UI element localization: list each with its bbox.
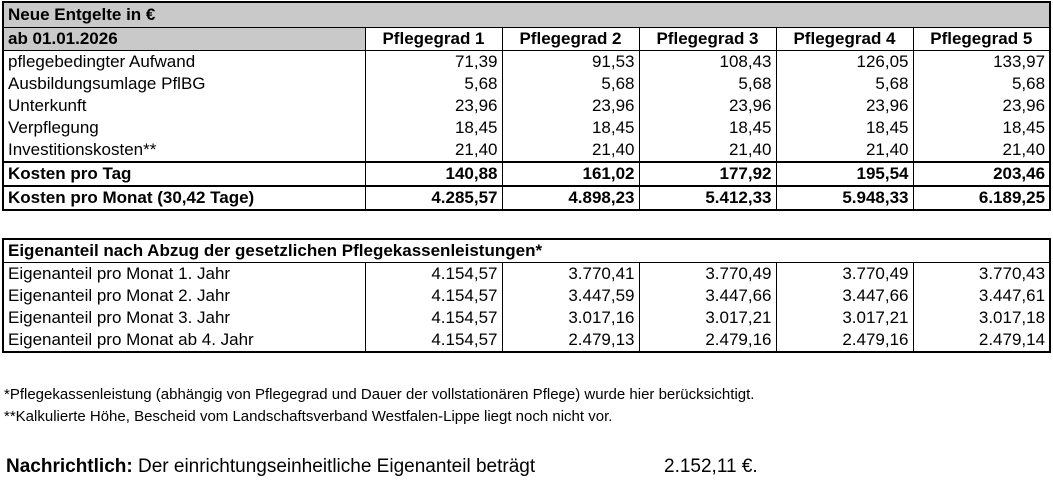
- cell-value: 5,68: [639, 73, 777, 95]
- row-label: Kosten pro Monat (30,42 Tage): [3, 185, 366, 210]
- total-row-month: Kosten pro Monat (30,42 Tage) 4.285,57 4…: [3, 185, 1051, 210]
- cell-value: 3.017,18: [913, 307, 1051, 329]
- cell-value: 4.285,57: [365, 185, 503, 210]
- info-text: Der einrichtungseinheitliche Eigenanteil…: [137, 456, 536, 477]
- cell-value: 140,88: [365, 161, 503, 186]
- col-header: Pflegegrad 3: [639, 27, 777, 51]
- own-share-title: Eigenanteil nach Abzug der gesetzlichen …: [3, 239, 1051, 263]
- cell-value: 3.447,66: [776, 285, 914, 307]
- cell-value: 5,68: [502, 73, 640, 95]
- total-row-day: Kosten pro Tag 140,88 161,02 177,92 195,…: [3, 161, 1051, 186]
- cell-value: 23,96: [913, 95, 1051, 117]
- cell-value: 3.770,49: [776, 262, 914, 285]
- cell-value: 3.017,21: [639, 307, 777, 329]
- fees-title-row: Neue Entgelte in €: [3, 2, 1051, 28]
- row-label: Kosten pro Tag: [3, 161, 366, 186]
- cell-value: 21,40: [365, 139, 503, 162]
- own-share-title-row: Eigenanteil nach Abzug der gesetzlichen …: [3, 239, 1051, 263]
- footnote-investment-costs: **Kalkulierte Höhe, Bescheid vom Landsch…: [4, 408, 613, 425]
- cell-value: 4.154,57: [365, 285, 503, 307]
- cell-value: 161,02: [502, 161, 640, 186]
- row-label: Eigenanteil pro Monat 2. Jahr: [3, 285, 366, 307]
- cell-value: 133,97: [913, 50, 1051, 73]
- cell-value: 2.479,14: [913, 329, 1051, 352]
- cell-value: 18,45: [913, 117, 1051, 139]
- info-line: Nachrichtlich: Der einrichtungseinheitli…: [6, 456, 758, 478]
- cell-value: 5.948,33: [776, 185, 914, 210]
- cell-value: 91,53: [502, 50, 640, 73]
- info-label: Nachrichtlich:: [6, 456, 133, 477]
- cell-value: 23,96: [639, 95, 777, 117]
- row-label: Ausbildungsumlage PflBG: [3, 73, 366, 95]
- cell-value: 5,68: [913, 73, 1051, 95]
- cell-value: 126,05: [776, 50, 914, 73]
- fees-title: Neue Entgelte in €: [3, 2, 1051, 28]
- row-label: Unterkunft: [3, 95, 366, 117]
- cell-value: 3.447,61: [913, 285, 1051, 307]
- cell-value: 108,43: [639, 50, 777, 73]
- cell-value: 21,40: [502, 139, 640, 162]
- table-row: Unterkunft 23,96 23,96 23,96 23,96 23,96: [3, 95, 1051, 117]
- cell-value: 2.479,16: [639, 329, 777, 352]
- cell-value: 203,46: [913, 161, 1051, 186]
- table-row: Eigenanteil pro Monat 1. Jahr 4.154,57 3…: [3, 262, 1051, 285]
- fees-header-row: ab 01.01.2026 Pflegegrad 1 Pflegegrad 2 …: [3, 27, 1051, 51]
- table-row: pflegebedingter Aufwand 71,39 91,53 108,…: [3, 50, 1051, 73]
- table-row: Ausbildungsumlage PflBG 5,68 5,68 5,68 5…: [3, 73, 1051, 95]
- cell-value: 3.017,21: [776, 307, 914, 329]
- row-label: Investitionskosten**: [3, 139, 366, 162]
- col-header: Pflegegrad 5: [913, 27, 1051, 51]
- cell-value: 4.154,57: [365, 329, 503, 352]
- cell-value: 195,54: [776, 161, 914, 186]
- cell-value: 18,45: [502, 117, 640, 139]
- fees-table: Neue Entgelte in € ab 01.01.2026 Pflegeg…: [2, 1, 1052, 211]
- cell-value: 23,96: [776, 95, 914, 117]
- col-header: Pflegegrad 1: [365, 27, 503, 51]
- col-header: Pflegegrad 2: [502, 27, 640, 51]
- date-label: ab 01.01.2026: [3, 27, 366, 51]
- table-row: Eigenanteil pro Monat ab 4. Jahr 4.154,5…: [3, 329, 1051, 352]
- cell-value: 3.447,59: [502, 285, 640, 307]
- cell-value: 177,92: [639, 161, 777, 186]
- cell-value: 18,45: [365, 117, 503, 139]
- row-label: Eigenanteil pro Monat 1. Jahr: [3, 262, 366, 285]
- cell-value: 21,40: [639, 139, 777, 162]
- cell-value: 5,68: [776, 73, 914, 95]
- cell-value: 2.479,16: [776, 329, 914, 352]
- cell-value: 4.154,57: [365, 262, 503, 285]
- cell-value: 4.154,57: [365, 307, 503, 329]
- footnote-care-insurance: *Pflegekassenleistung (abhängig von Pfle…: [4, 386, 755, 403]
- info-value: 2.152,11 €.: [664, 456, 758, 477]
- table-row: Verpflegung 18,45 18,45 18,45 18,45 18,4…: [3, 117, 1051, 139]
- row-label: Verpflegung: [3, 117, 366, 139]
- table-row: Eigenanteil pro Monat 2. Jahr 4.154,57 3…: [3, 285, 1051, 307]
- own-share-table: Eigenanteil nach Abzug der gesetzlichen …: [2, 238, 1052, 353]
- cell-value: 18,45: [776, 117, 914, 139]
- cell-value: 6.189,25: [913, 185, 1051, 210]
- cell-value: 5.412,33: [639, 185, 777, 210]
- cell-value: 4.898,23: [502, 185, 640, 210]
- row-label: pflegebedingter Aufwand: [3, 50, 366, 73]
- col-header: Pflegegrad 4: [776, 27, 914, 51]
- cell-value: 2.479,13: [502, 329, 640, 352]
- cell-value: 18,45: [639, 117, 777, 139]
- row-label: Eigenanteil pro Monat 3. Jahr: [3, 307, 366, 329]
- cell-value: 21,40: [776, 139, 914, 162]
- cell-value: 3.770,49: [639, 262, 777, 285]
- cell-value: 5,68: [365, 73, 503, 95]
- cell-value: 3.447,66: [639, 285, 777, 307]
- cell-value: 21,40: [913, 139, 1051, 162]
- table-row: Eigenanteil pro Monat 3. Jahr 4.154,57 3…: [3, 307, 1051, 329]
- cell-value: 71,39: [365, 50, 503, 73]
- cell-value: 3.770,41: [502, 262, 640, 285]
- cell-value: 23,96: [365, 95, 503, 117]
- cell-value: 3.017,16: [502, 307, 640, 329]
- table-row: Investitionskosten** 21,40 21,40 21,40 2…: [3, 139, 1051, 162]
- cell-value: 23,96: [502, 95, 640, 117]
- cell-value: 3.770,43: [913, 262, 1051, 285]
- row-label: Eigenanteil pro Monat ab 4. Jahr: [3, 329, 366, 352]
